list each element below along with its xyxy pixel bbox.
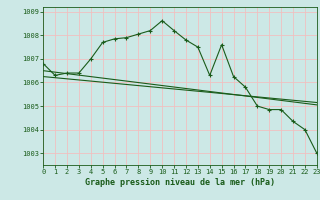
X-axis label: Graphe pression niveau de la mer (hPa): Graphe pression niveau de la mer (hPa): [85, 178, 275, 187]
